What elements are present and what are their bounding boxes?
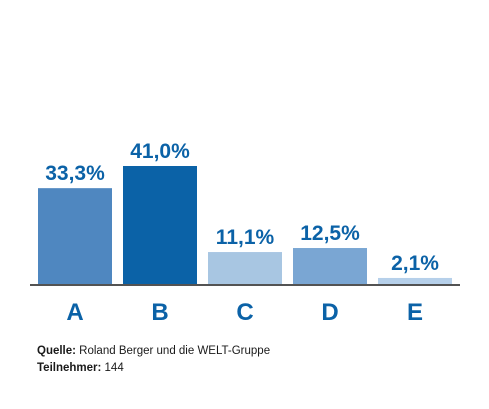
bars-group [38,166,452,284]
bar-d [293,248,367,284]
value-label-a: 33,3% [45,162,105,185]
category-label-b: B [151,299,168,326]
participants-label: Teilnehmer: [37,362,102,374]
participants-text: 144 [101,362,124,374]
category-label-a: A [66,299,83,326]
bar-a [38,188,112,284]
value-label-b: 41,0% [130,140,190,163]
category-label-c: C [236,299,253,326]
source-note: Quelle: Roland Berger und die WELT-Grupp… [37,345,270,357]
category-label-d: D [321,299,338,326]
value-label-e: 2,1% [391,252,439,275]
bar-c [208,252,282,284]
source-label: Quelle: [37,345,76,357]
bar-b [123,166,197,284]
bar-e [378,277,452,284]
category-label-e: E [407,299,423,326]
value-label-d: 12,5% [300,222,360,245]
source-text: Roland Berger und die WELT-Gruppe [75,345,271,357]
value-label-c: 11,1% [216,226,275,249]
participants-note: Teilnehmer: 144 [37,362,124,374]
labels-group: 33,3% A 41,0% B 11,1% C 12,5% D 2,1% E [45,140,439,326]
